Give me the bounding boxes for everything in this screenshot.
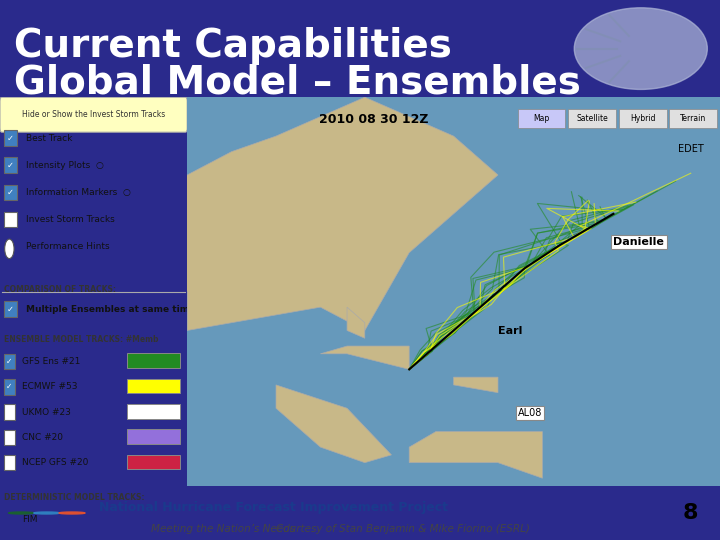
Text: GFS Ens #21: GFS Ens #21 <box>22 357 81 366</box>
FancyBboxPatch shape <box>4 212 17 227</box>
FancyBboxPatch shape <box>0 97 187 132</box>
Circle shape <box>575 8 707 90</box>
FancyBboxPatch shape <box>4 130 17 146</box>
Text: Invest Storm Tracks: Invest Storm Tracks <box>26 215 115 224</box>
Text: 8: 8 <box>683 503 698 523</box>
Polygon shape <box>347 307 365 338</box>
Text: 2010 08 30 12Z: 2010 08 30 12Z <box>319 113 428 126</box>
FancyBboxPatch shape <box>127 404 180 418</box>
FancyBboxPatch shape <box>4 379 15 395</box>
FancyBboxPatch shape <box>4 354 15 369</box>
Text: AL08: AL08 <box>518 408 542 418</box>
Text: DETERMINISTIC MODEL TRACKS:: DETERMINISTIC MODEL TRACKS: <box>4 492 144 502</box>
Text: Satellite: Satellite <box>576 114 608 123</box>
FancyBboxPatch shape <box>127 511 180 525</box>
Circle shape <box>5 239 14 259</box>
FancyBboxPatch shape <box>127 429 180 444</box>
Text: Hide or Show the Invest Storm Tracks: Hide or Show the Invest Storm Tracks <box>22 110 165 119</box>
FancyBboxPatch shape <box>568 109 616 129</box>
Text: ✓: ✓ <box>6 161 14 170</box>
Text: Hybrid: Hybrid <box>630 114 655 123</box>
Text: Global Model – Ensembles: Global Model – Ensembles <box>14 63 581 101</box>
Text: ✓: ✓ <box>6 133 14 143</box>
Polygon shape <box>409 431 542 478</box>
FancyBboxPatch shape <box>4 158 17 173</box>
Text: Current Capabilities: Current Capabilities <box>14 27 452 65</box>
Circle shape <box>9 512 35 514</box>
FancyBboxPatch shape <box>4 301 17 317</box>
Text: Meeting the Nation’s Needs: Meeting the Nation’s Needs <box>151 524 295 534</box>
Polygon shape <box>454 377 498 393</box>
Text: Intensity Plots  ○: Intensity Plots ○ <box>26 161 104 170</box>
FancyBboxPatch shape <box>670 109 717 129</box>
Text: ✓: ✓ <box>6 188 14 197</box>
Text: ENSEMBLE MODEL TRACKS: #Memb: ENSEMBLE MODEL TRACKS: #Memb <box>4 335 158 344</box>
Text: Best Track: Best Track <box>26 133 73 143</box>
FancyBboxPatch shape <box>4 404 15 420</box>
Text: ECMWF #53: ECMWF #53 <box>22 382 78 392</box>
FancyBboxPatch shape <box>127 455 180 469</box>
Text: Courtesy of Stan Benjamin & Mike Fiorino (ESRL): Courtesy of Stan Benjamin & Mike Fiorino… <box>276 524 530 534</box>
Text: Danielle: Danielle <box>613 237 665 247</box>
FancyBboxPatch shape <box>618 109 667 129</box>
FancyBboxPatch shape <box>4 430 15 445</box>
Text: COMPARISON OF TRACKS:: COMPARISON OF TRACKS: <box>4 285 116 294</box>
FancyBboxPatch shape <box>4 511 15 527</box>
Text: EDET: EDET <box>678 144 704 154</box>
FancyBboxPatch shape <box>4 455 15 470</box>
Text: Performance Hints: Performance Hints <box>26 242 110 252</box>
Circle shape <box>59 512 85 514</box>
FancyBboxPatch shape <box>127 536 180 540</box>
Text: ✓: ✓ <box>6 382 12 392</box>
FancyBboxPatch shape <box>127 353 180 368</box>
FancyBboxPatch shape <box>4 537 15 540</box>
Polygon shape <box>276 385 392 463</box>
Text: Terrain: Terrain <box>680 114 706 123</box>
FancyBboxPatch shape <box>4 185 17 200</box>
Circle shape <box>34 512 60 514</box>
Text: Map: Map <box>534 114 549 123</box>
Text: ✓: ✓ <box>6 357 12 366</box>
Text: FIM: FIM <box>22 515 38 524</box>
FancyBboxPatch shape <box>518 109 565 129</box>
Text: National Hurricane Forecast Improvement Project: National Hurricane Forecast Improvement … <box>99 501 448 514</box>
Text: Earl: Earl <box>498 326 523 336</box>
Polygon shape <box>143 97 498 330</box>
Text: ✓: ✓ <box>6 305 14 314</box>
Polygon shape <box>320 346 409 369</box>
Text: Information Markers  ○: Information Markers ○ <box>26 188 131 197</box>
Text: CNC #20: CNC #20 <box>22 433 63 442</box>
Text: Multiple Ensembles at same time: Multiple Ensembles at same time <box>26 305 195 314</box>
FancyBboxPatch shape <box>127 379 180 394</box>
Text: NCEP GFS #20: NCEP GFS #20 <box>22 458 89 467</box>
Text: UKMO #23: UKMO #23 <box>22 408 71 417</box>
